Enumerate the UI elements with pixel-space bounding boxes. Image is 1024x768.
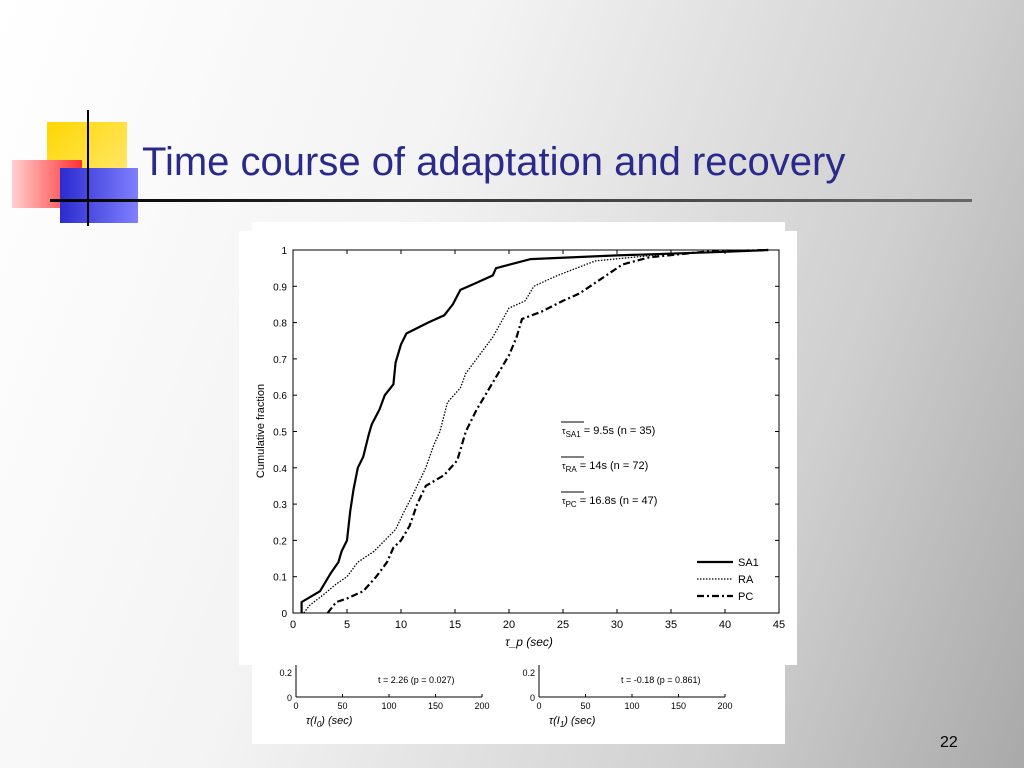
small-charts: 0 0.2 0 50 100 150 200 t = 2.26 (p = 0.027) τ(I0… — [279, 665, 733, 729]
y-axis-label: Cumulative fraction — [255, 384, 267, 478]
x-tick-label: 15 — [449, 619, 461, 631]
series-line-ra — [303, 249, 769, 614]
annotation-text: τRA = 14s (n = 72) — [562, 460, 648, 474]
small-chart-right: 0 0.2 0 50 100 150 200 t = -0.18 (p = 0.861) τ(I… — [522, 665, 733, 729]
annotation-text: τPC = 16.8s (n = 47) — [562, 495, 657, 509]
small-annotation: t = -0.18 (p = 0.861) — [621, 675, 701, 685]
small-chart-left: 0 0.2 0 50 100 150 200 t = 2.26 (p = 0.027) τ(I0… — [279, 665, 490, 729]
small-y-tick-label: 0 — [287, 693, 292, 703]
legend-label-sa1: SA1 — [738, 557, 759, 569]
small-x-tick-label: 150 — [428, 701, 443, 711]
main-series — [300, 248, 769, 614]
y-tick-label: 0.7 — [273, 355, 287, 366]
x-tick-label: 5 — [344, 619, 350, 631]
x-tick-label: 0 — [290, 619, 296, 631]
small-x-tick-label: 50 — [337, 701, 347, 711]
small-x-tick-label: 150 — [671, 701, 686, 711]
page-number: 22 — [940, 734, 958, 751]
y-tick-label: 0.6 — [273, 391, 287, 402]
x-tick-label: 10 — [395, 619, 407, 631]
x-tick-label: 20 — [503, 619, 515, 631]
legend-label-pc: PC — [738, 591, 753, 603]
y-tick-label: 0.2 — [273, 536, 287, 547]
small-y-tick-label: 0.2 — [522, 668, 535, 678]
x-tick-label: 35 — [665, 619, 677, 631]
y-tick-label: 0.5 — [273, 428, 287, 439]
y-tick-label: 0.3 — [273, 500, 287, 511]
annotation-ra: τRA = 14s (n = 72) — [561, 456, 648, 474]
x-tick-label: 30 — [611, 619, 623, 631]
x-tick-label: 25 — [557, 619, 569, 631]
annotation-pc: τPC = 16.8s (n = 47) — [561, 491, 657, 509]
y-tick-label: 0 — [281, 609, 287, 620]
x-tick-label: 40 — [719, 619, 731, 631]
small-x-tick-label: 100 — [381, 701, 396, 711]
small-x-tick-label: 0 — [536, 701, 541, 711]
y-tick-label: 0.4 — [273, 464, 287, 475]
annotations: τSA1 = 9.5s (n = 35) τRA = 14s (n = 72) τP… — [561, 421, 657, 509]
small-annotation: t = 2.26 (p = 0.027) — [378, 675, 455, 685]
y-tick-label: 0.9 — [273, 282, 287, 293]
slide-title: Time course of adaptation and recovery — [142, 140, 846, 184]
series-line-pc — [326, 248, 769, 614]
small-y-tick-label: 0.2 — [279, 668, 292, 678]
y-tick-label: 1 — [281, 246, 287, 257]
small-x-tick-label: 50 — [580, 701, 590, 711]
figure-panel-front — [239, 231, 797, 665]
y-tick-label: 0.8 — [273, 319, 287, 330]
x-axis-label: τ_p (sec) — [505, 635, 553, 649]
annotation-sa1: τSA1 = 9.5s (n = 35) — [561, 421, 655, 439]
small-x-tick-label: 200 — [717, 701, 732, 711]
title-underline — [50, 199, 972, 202]
legend-label-ra: RA — [738, 574, 754, 586]
small-y-tick-label: 0 — [530, 693, 535, 703]
series-line-sa1 — [300, 248, 769, 613]
plot-frame — [292, 249, 780, 614]
annotation-text: τSA1 = 9.5s (n = 35) — [562, 425, 655, 439]
small-x-tick-label: 0 — [293, 701, 298, 711]
x-tick-label: 45 — [773, 619, 785, 631]
small-x-axis-label: τ(I0) (sec) — [306, 715, 353, 729]
small-x-tick-label: 100 — [624, 701, 639, 711]
y-tick-label: 0.1 — [273, 573, 287, 584]
legend: SA1 RA PC — [697, 557, 759, 603]
main-chart: 0 5 10 15 20 25 30 35 40 45 0 0.1 0.2 0.3 0.4 0.5 0.6 0.7… — [255, 246, 785, 649]
small-x-axis-label: τ(I1) (sec) — [549, 715, 596, 729]
small-x-tick-label: 200 — [474, 701, 489, 711]
deco-vertical-line — [87, 110, 89, 226]
main-axes: 0 5 10 15 20 25 30 35 40 45 0 0.1 0.2 0.3 0.4 0.5 0.6 0.7… — [273, 246, 785, 631]
deco-blue-square — [60, 168, 138, 223]
